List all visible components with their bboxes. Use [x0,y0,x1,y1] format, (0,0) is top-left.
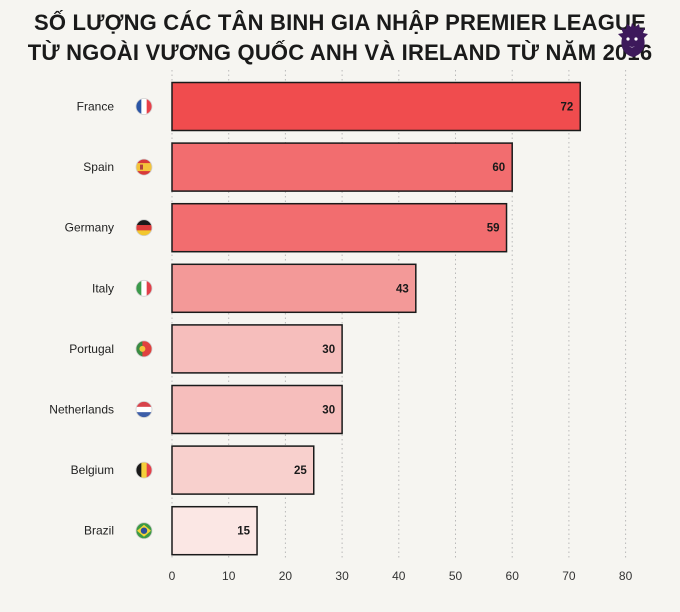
premier-league-lion-icon [618,23,648,57]
data-label: 60 [492,162,505,174]
bar-row: Brazil 15 [84,505,258,556]
x-tick-label: 40 [392,569,406,583]
bar-row: Germany 59 [65,202,508,253]
data-label: 30 [322,405,335,417]
x-tick-label: 10 [222,569,236,583]
category-label: Belgium [71,463,114,477]
bar-row: Portugal 30 [69,324,343,374]
flag-netherlands-icon [135,401,153,418]
bar-row: Spain 60 [83,142,513,192]
category-label: Portugal [69,342,114,356]
x-tick-label: 70 [562,569,576,583]
flag-spain-icon [135,158,153,176]
bar-row: Italy 43 [92,263,417,314]
bar [171,384,343,435]
data-label: 43 [396,283,409,295]
x-tick-label: 80 [619,569,633,583]
data-label: 30 [322,344,335,356]
x-tick-label: 0 [169,569,176,583]
category-label: Netherlands [49,403,114,417]
flag-italy-icon [135,279,153,297]
chart-title: SỐ LƯỢNG CÁC TÂN BINH GIA NHẬP PREMIER L… [20,8,660,68]
bar [171,324,343,374]
flag-belgium-icon [135,461,153,479]
title-line-2: TỪ NGOÀI VƯƠNG QUỐC ANH VÀ IRELAND TỪ NĂ… [27,40,653,65]
data-label: 59 [487,223,500,235]
flag-france-icon [135,98,153,115]
bar-row: Belgium 25 [71,445,315,495]
category-label: Germany [65,221,114,235]
category-label: Brazil [84,524,114,538]
data-label: 25 [294,465,307,477]
bar [171,263,417,314]
data-label: 15 [237,526,250,538]
category-label: Italy [92,281,114,295]
x-tick-label: 60 [506,569,520,583]
bar-row: Netherlands 30 [49,384,343,435]
category-label: France [77,100,115,114]
data-label: 72 [560,102,573,114]
bar [171,202,508,253]
bar [171,142,513,192]
bar [171,81,581,132]
bar [171,445,315,495]
category-label: Spain [83,160,114,174]
bar [171,505,258,556]
x-tick-label: 20 [279,569,293,583]
flag-brazil-icon [135,522,153,540]
title-line-1: SỐ LƯỢNG CÁC TÂN BINH GIA NHẬP PREMIER L… [34,10,646,35]
flag-germany-icon [135,219,153,237]
x-tick-label: 50 [449,569,463,583]
flag-portugal-icon [135,340,153,358]
x-tick-label: 30 [335,569,349,583]
bar-row: France 72 [77,81,581,132]
